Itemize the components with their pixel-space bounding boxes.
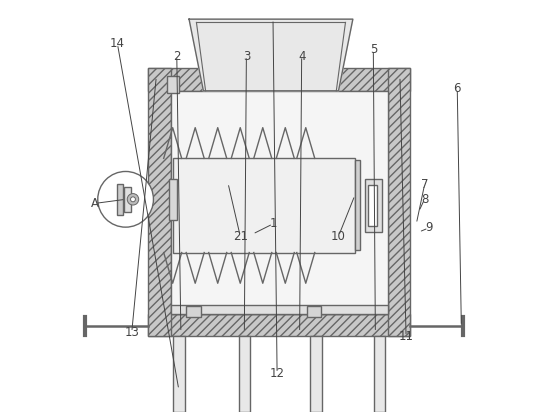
Text: 3: 3	[243, 49, 250, 63]
Bar	[167, 76, 179, 93]
Bar	[148, 68, 410, 91]
Text: 6: 6	[454, 82, 461, 95]
Bar	[123, 187, 131, 212]
Bar	[306, 306, 321, 317]
Circle shape	[127, 193, 139, 205]
Text: 11: 11	[399, 330, 413, 343]
Bar	[310, 337, 322, 412]
Bar	[239, 337, 250, 412]
Bar	[186, 306, 200, 317]
Circle shape	[130, 197, 135, 202]
Text: 12: 12	[270, 367, 284, 380]
Text: 13: 13	[124, 326, 139, 339]
Text: 8: 8	[421, 193, 428, 206]
Bar	[171, 91, 388, 314]
Text: A: A	[91, 197, 99, 210]
Text: 2: 2	[173, 49, 181, 63]
Text: 4: 4	[298, 49, 305, 63]
Text: 10: 10	[331, 229, 346, 243]
Bar	[117, 184, 123, 215]
Text: 21: 21	[233, 229, 248, 243]
Circle shape	[98, 171, 153, 227]
Polygon shape	[189, 19, 353, 91]
Text: 7: 7	[421, 178, 428, 191]
Bar	[369, 185, 377, 226]
Bar	[388, 68, 410, 337]
Text: 1: 1	[269, 217, 277, 230]
Bar	[355, 161, 360, 251]
Bar	[373, 337, 385, 412]
Bar	[148, 68, 171, 337]
Bar	[173, 159, 355, 253]
Bar	[148, 314, 410, 337]
Bar	[169, 179, 177, 220]
Bar	[173, 337, 185, 412]
Text: 5: 5	[370, 43, 377, 56]
Bar	[171, 305, 388, 314]
Text: 14: 14	[110, 37, 125, 50]
Text: 9: 9	[425, 222, 432, 234]
Bar	[365, 179, 382, 232]
